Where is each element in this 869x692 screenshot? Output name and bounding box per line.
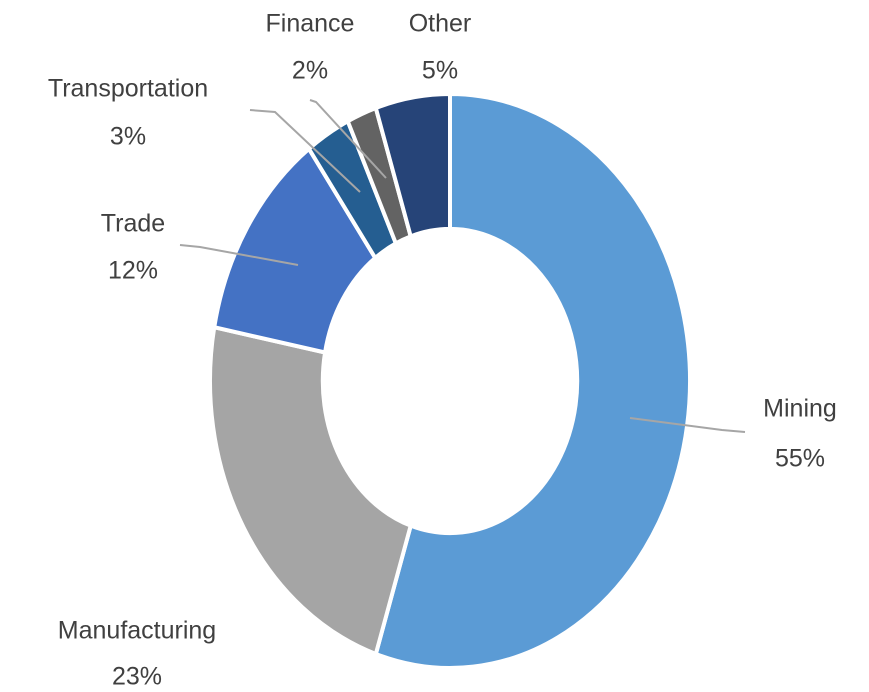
value-label: 5% [422, 57, 458, 85]
leader-line [629, 417, 746, 433]
category-label: Manufacturing [58, 617, 216, 645]
value-label: 3% [110, 123, 146, 151]
category-label: Mining [763, 395, 837, 423]
value-label: 23% [112, 663, 162, 691]
leader-line [179, 244, 299, 266]
value-label: 55% [775, 445, 825, 473]
donut-slice [373, 91, 452, 240]
value-label: 2% [292, 57, 328, 85]
donut-slice [373, 91, 692, 670]
category-label: Finance [266, 10, 355, 38]
category-label: Transportation [48, 75, 208, 103]
leader-line [309, 99, 387, 179]
donut-slice [208, 324, 414, 657]
value-label: 12% [108, 257, 158, 285]
category-label: Trade [101, 210, 165, 238]
category-label: Other [409, 10, 472, 38]
leader-line [249, 109, 361, 193]
